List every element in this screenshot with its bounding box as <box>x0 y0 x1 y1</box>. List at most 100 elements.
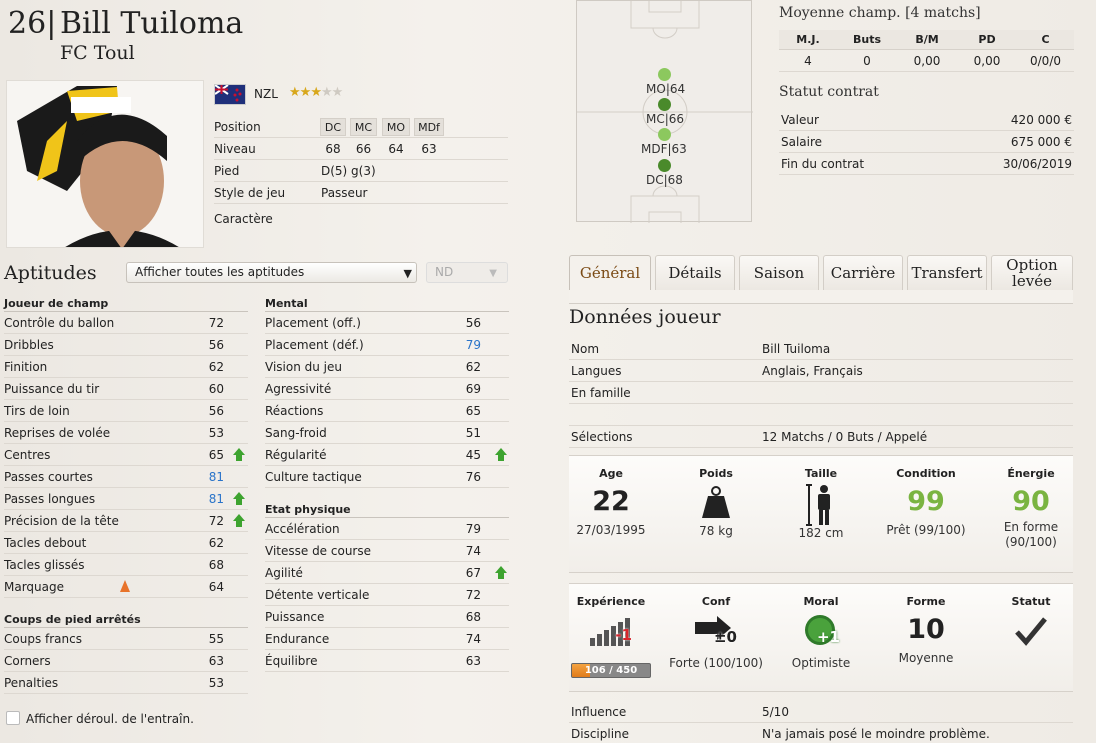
attribute-value: 76 <box>465 470 481 484</box>
attribute-row: Finition 62 <box>4 356 248 378</box>
attribute-name: Équilibre <box>265 654 318 668</box>
age-value: 22 <box>592 486 630 517</box>
attribute-name: Contrôle du ballon <box>4 316 115 330</box>
player-name: Bill Tuiloma <box>60 6 244 41</box>
attribute-value: 56 <box>208 404 224 418</box>
birth-date: 27/03/1995 <box>576 523 646 537</box>
attribute-value: 69 <box>465 382 481 396</box>
mental-section-title: Mental <box>265 296 509 312</box>
status-label: Statut <box>1011 595 1051 608</box>
attribute-name: Tacles glissés <box>4 558 85 572</box>
attribute-row: Vitesse de course 74 <box>265 540 509 562</box>
experience-icon: -1 <box>588 614 634 646</box>
contract-label: Salaire <box>781 135 823 149</box>
attribute-name: Placement (off.) <box>265 316 361 330</box>
confidence-arrow-icon: ±0 <box>693 614 739 646</box>
filter-value: Afficher toutes les aptitudes <box>135 265 305 279</box>
weight-label: Poids <box>699 467 733 480</box>
setpieces-section-title: Coups de pied arrêtés <box>4 612 248 628</box>
attribute-value: 63 <box>208 654 224 668</box>
foot-row: Pied D(5) g(3) <box>214 160 508 182</box>
foot-label: Pied <box>214 164 240 178</box>
attribute-name: Marquage <box>4 580 65 594</box>
morale-delta: +1 <box>816 628 840 646</box>
attribute-row: Puissance 68 <box>265 606 509 628</box>
energy-value: 90 <box>1012 486 1050 517</box>
attribute-row: Placement (déf.) 79 <box>265 334 509 356</box>
position-pitch: MO|64 MC|66 MDF|63 DC|68 <box>576 0 753 223</box>
tab-transfer[interactable]: Transfert <box>907 255 987 290</box>
nd-dropdown[interactable]: ND ▼ <box>426 262 508 283</box>
attribute-value: 68 <box>465 610 481 624</box>
tab-details[interactable]: Détails <box>655 255 735 290</box>
avg-header: M.J. <box>796 33 820 46</box>
avg-header: Buts <box>852 33 882 46</box>
attribute-value: 64 <box>208 580 224 594</box>
attribute-row: Tacles debout 62 <box>4 532 248 554</box>
star-icon: ★ <box>289 85 301 100</box>
up-arrow-icon <box>495 566 507 580</box>
up-arrow-icon <box>233 448 245 462</box>
avg-value: 4 <box>804 54 812 68</box>
player-data-row: Sélections 12 Matchs / 0 Buts / Appelé <box>569 426 1073 448</box>
attribute-name: Agilité <box>265 566 303 580</box>
attribute-value: 53 <box>208 426 224 440</box>
player-number: 26| <box>8 6 57 41</box>
aptitudes-filter-dropdown[interactable]: Afficher toutes les aptitudes ▼ <box>126 262 417 283</box>
form-label: Forme <box>906 595 946 608</box>
player-club[interactable]: FC Toul <box>60 42 135 64</box>
weight-value: 78 kg <box>699 524 733 538</box>
contract-row: Fin du contrat 30/06/2019 <box>779 153 1074 175</box>
player-data-row: En famille <box>569 382 1073 404</box>
tab-option[interactable]: Option levée <box>991 255 1073 290</box>
attribute-value: 74 <box>465 632 481 646</box>
attribute-row: Puissance du tir 60 <box>4 378 248 400</box>
attribute-value: 62 <box>465 360 481 374</box>
club-logo-and-portrait <box>17 86 179 247</box>
player-data-title: Données joueur <box>569 306 721 328</box>
position-row: Position DC MC MO MDf <box>214 116 508 138</box>
attribute-row: Tirs de loin 56 <box>4 400 248 422</box>
morale-text: Optimiste <box>791 656 851 670</box>
energy-label: Énergie <box>1007 467 1055 480</box>
training-checkbox-label[interactable]: Afficher déroul. de l'entraîn. <box>26 712 194 726</box>
physical-summary-box: Age 22 27/03/1995 Poids 78 kg Taille 182… <box>569 455 1073 573</box>
nd-value: ND <box>435 265 454 279</box>
age-label: Age <box>599 467 623 480</box>
data-value: 5/10 <box>762 705 789 719</box>
position-dot <box>658 128 671 141</box>
contract-title: Statut contrat <box>779 84 879 100</box>
star-rating: ★★★★★ <box>289 85 343 100</box>
position-dot <box>658 68 671 81</box>
experience-bar: 106 / 450 <box>571 663 651 678</box>
attribute-row: Sang-froid 51 <box>265 422 509 444</box>
tab-general[interactable]: Général <box>569 255 651 291</box>
player-data-row <box>569 404 1073 426</box>
weight-icon <box>701 486 731 518</box>
player-data-row: Discipline N'a jamais posé le moindre pro… <box>569 723 1073 743</box>
pitch-label-mo: MO|64 <box>646 82 686 96</box>
attribute-name: Tacles debout <box>4 536 87 550</box>
condition-value: 99 <box>907 486 945 517</box>
attribute-value: 63 <box>465 654 481 668</box>
player-photo <box>6 80 204 248</box>
style-row: Style de jeu Passeur <box>214 182 508 204</box>
avg-value: 0/0/0 <box>1030 54 1061 68</box>
data-value: 12 Matchs / 0 Buts / Appelé <box>762 430 928 444</box>
nationality-code: NZL <box>254 87 278 101</box>
tab-career[interactable]: Carrière <box>823 255 903 290</box>
attribute-name: Endurance <box>265 632 330 646</box>
attribute-name: Placement (déf.) <box>265 338 364 352</box>
attribute-row: Contrôle du ballon 72 <box>4 312 248 334</box>
data-value: Bill Tuiloma <box>762 342 831 356</box>
tab-panel-top <box>569 290 1073 304</box>
character-label: Caractère <box>214 212 273 226</box>
player-data-row: Langues Anglais, Français <box>569 360 1073 382</box>
training-checkbox[interactable] <box>6 711 20 725</box>
attribute-row: Culture tactique 76 <box>265 466 509 488</box>
season-average-title: Moyenne champ. [4 matchs] <box>779 5 981 21</box>
data-label: Nom <box>571 342 600 356</box>
avg-header: C <box>1041 33 1050 46</box>
attribute-value: 72 <box>465 588 481 602</box>
tab-season[interactable]: Saison <box>739 255 819 290</box>
